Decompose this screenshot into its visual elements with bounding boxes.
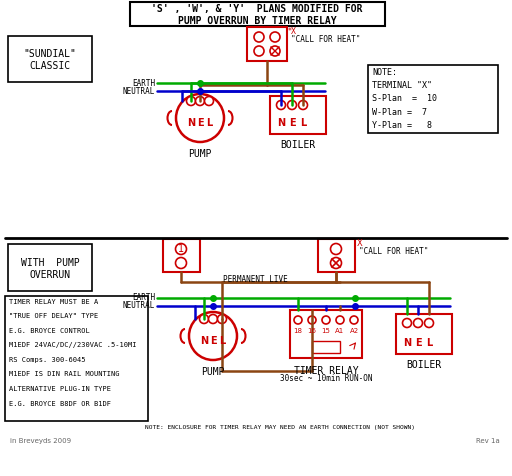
Text: 'S' , 'W', & 'Y'  PLANS MODIFIED FOR: 'S' , 'W', & 'Y' PLANS MODIFIED FOR [151,4,362,14]
Text: OVERRUN: OVERRUN [29,270,71,280]
Circle shape [176,94,224,142]
Text: L: L [426,338,432,348]
Text: E.G. BROYCE CONTROL: E.G. BROYCE CONTROL [9,328,90,334]
Circle shape [402,318,412,327]
Bar [312,341,340,353]
Text: PUMP: PUMP [188,149,212,159]
Text: RS Comps. 300-6045: RS Comps. 300-6045 [9,357,86,363]
Bar [270,96,326,134]
Text: "CALL FOR HEAT": "CALL FOR HEAT" [291,34,360,43]
Text: in Breveyds 2009: in Breveyds 2009 [10,438,71,444]
Bar [318,239,355,272]
Text: Rev 1a: Rev 1a [476,438,500,444]
Text: TIMER RELAY MUST BE A: TIMER RELAY MUST BE A [9,299,98,305]
Circle shape [350,316,358,324]
Text: 1: 1 [178,244,184,254]
Circle shape [288,100,296,109]
Text: 30sec ~ 10min RUN-ON: 30sec ~ 10min RUN-ON [280,374,372,383]
Text: PUMP OVERRUN BY TIMER RELAY: PUMP OVERRUN BY TIMER RELAY [178,16,336,26]
Circle shape [270,32,280,42]
Circle shape [331,244,342,255]
Text: EARTH: EARTH [132,79,155,88]
Text: E.G. BROYCE B8DF OR B1DF: E.G. BROYCE B8DF OR B1DF [9,400,111,407]
Text: 18: 18 [293,328,303,334]
Bar [290,310,362,358]
Text: E: E [210,336,216,346]
Text: PERMANENT LIVE: PERMANENT LIVE [223,275,287,284]
Text: 16: 16 [308,328,316,334]
Circle shape [254,46,264,56]
Text: PUMP: PUMP [201,367,225,377]
Text: A1: A1 [335,328,345,334]
Circle shape [331,258,342,268]
Text: CLASSIC: CLASSIC [29,61,71,71]
Text: N: N [403,338,411,348]
Circle shape [270,46,280,56]
Text: "TRUE OFF DELAY" TYPE: "TRUE OFF DELAY" TYPE [9,314,98,319]
Text: A2: A2 [349,328,358,334]
Text: "CALL FOR HEAT": "CALL FOR HEAT" [359,248,429,257]
Text: NOTE:
TERMINAL "X"
S-Plan  =  10
W-Plan =  7
Y-Plan =   8: NOTE: TERMINAL "X" S-Plan = 10 W-Plan = … [372,68,437,130]
Bar [163,239,200,272]
Text: X: X [357,239,362,248]
Text: EARTH: EARTH [132,294,155,303]
Bar [5,296,148,421]
Text: 15: 15 [322,328,330,334]
Text: NOTE: ENCLOSURE FOR TIMER RELAY MAY NEED AN EARTH CONNECTION (NOT SHOWN): NOTE: ENCLOSURE FOR TIMER RELAY MAY NEED… [145,426,415,430]
Text: WITH  PUMP: WITH PUMP [20,258,79,268]
Text: N: N [277,118,285,128]
Text: *X: *X [288,27,297,36]
Bar [247,27,287,61]
Circle shape [196,97,204,106]
Text: N: N [200,336,208,346]
Text: E: E [289,118,295,128]
Text: ALTERNATIVE PLUG-IN TYPE: ALTERNATIVE PLUG-IN TYPE [9,386,111,392]
Text: L: L [206,118,212,128]
Circle shape [298,100,308,109]
Text: L: L [219,336,225,346]
Circle shape [186,97,196,106]
Circle shape [322,316,330,324]
Bar [396,314,452,354]
Text: L: L [300,118,306,128]
Circle shape [276,100,286,109]
Text: M1EDF 24VAC/DC//230VAC .5-10MI: M1EDF 24VAC/DC//230VAC .5-10MI [9,343,137,348]
Text: TIMER RELAY: TIMER RELAY [294,366,358,376]
Text: BOILER: BOILER [407,360,442,370]
Circle shape [218,315,226,324]
Circle shape [336,316,344,324]
Text: M1EDF IS DIN RAIL MOUNTING: M1EDF IS DIN RAIL MOUNTING [9,371,119,377]
Text: N: N [187,118,195,128]
Bar [368,65,498,133]
Circle shape [424,318,434,327]
Circle shape [208,315,218,324]
Circle shape [308,316,316,324]
Circle shape [254,32,264,42]
Circle shape [200,315,208,324]
Circle shape [176,244,186,255]
Text: NEUTRAL: NEUTRAL [123,301,155,310]
Text: BOILER: BOILER [281,140,315,150]
Circle shape [176,258,186,268]
Text: "SUNDIAL": "SUNDIAL" [24,49,76,59]
Circle shape [204,97,214,106]
Text: E: E [197,118,203,128]
Bar [8,244,92,291]
Circle shape [189,312,237,360]
Circle shape [294,316,302,324]
Bar [130,2,385,26]
Text: E: E [415,338,421,348]
Circle shape [414,318,422,327]
Bar [8,36,92,82]
Text: NEUTRAL: NEUTRAL [123,87,155,96]
